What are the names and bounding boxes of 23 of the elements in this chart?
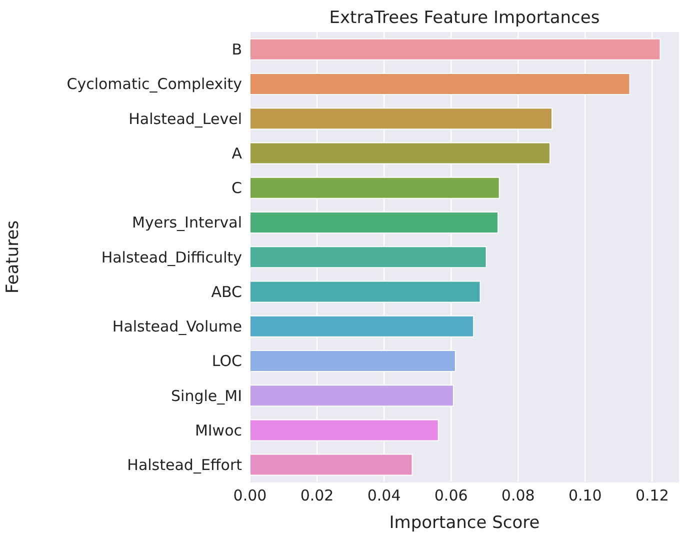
y-tick-label: Halstead_Effort — [127, 456, 242, 474]
y-tick-label: LOC — [212, 352, 242, 370]
x-tick-label: 0.08 — [501, 486, 535, 505]
y-axis-title: Features — [3, 220, 24, 294]
x-tick-label: 0.00 — [233, 486, 267, 505]
y-tick-label: Myers_Interval — [132, 214, 242, 232]
chart-title: ExtraTrees Feature Importances — [328, 8, 601, 28]
y-tick-label: Single_MI — [171, 386, 242, 405]
x-tick-label: 0.10 — [568, 486, 602, 505]
y-tick-label: C — [232, 179, 242, 198]
y-tick-label: Halstead_Difficulty — [101, 248, 242, 266]
x-tick-label: 0.04 — [367, 486, 401, 505]
y-tick-label: B — [232, 40, 242, 59]
y-tick-label: Halstead_Level — [128, 110, 242, 128]
x-tick-label: 0.12 — [635, 486, 669, 505]
x-tick-label: 0.06 — [434, 486, 468, 505]
y-tick-label: ABC — [211, 282, 242, 301]
x-axis-title: Importance Score — [389, 513, 540, 533]
x-tick-label: 0.02 — [300, 486, 334, 505]
y-tick-label: MIwoc — [194, 421, 242, 440]
y-tick-label: Halstead_Volume — [112, 318, 242, 336]
y-tick-label: A — [232, 144, 243, 162]
y-tick-label: Cyclomatic_Complexity — [66, 75, 242, 94]
